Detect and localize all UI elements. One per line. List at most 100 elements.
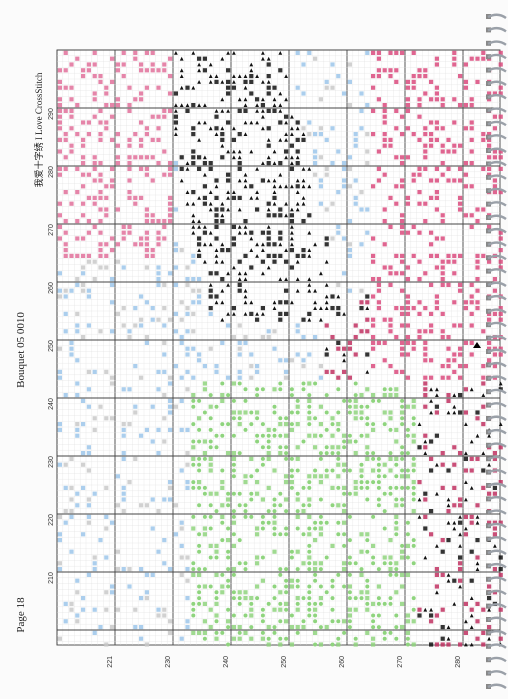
stitch [260,578,265,583]
stitch [324,85,329,90]
stitch [336,427,341,432]
stitch [318,561,323,566]
stitch [197,572,202,577]
pattern-frame [56,49,501,646]
stitch [110,282,115,287]
stitch [202,601,207,606]
stitch [498,352,503,357]
stitch [249,300,254,305]
stitch [492,288,497,293]
stitch [237,149,242,154]
stitch [324,445,329,450]
stitch [63,294,68,299]
stitch [452,393,457,397]
stitch [336,294,341,299]
stitch [208,161,213,166]
stitch [295,456,300,461]
stitch [220,213,225,218]
stitch [365,422,370,427]
stitch [278,532,283,537]
stitch [63,155,68,160]
stitch [63,190,68,195]
stitch [115,155,120,160]
stitch [307,398,312,403]
stitch [347,538,352,543]
stitch [336,190,341,195]
stitch [191,103,196,108]
stitch [92,561,97,566]
stitch [336,503,341,508]
stitch [266,207,271,212]
stitch [347,572,352,577]
page-number: Page 18 [15,597,27,633]
stitch [394,485,399,490]
stitch [243,590,248,595]
binding-ring [487,53,507,60]
stitch [284,300,289,305]
stitch [197,480,202,485]
stitch [81,271,86,276]
stitch [237,271,242,276]
stitch [104,642,109,647]
stitch [394,427,399,432]
stitch [330,306,335,311]
stitch [214,114,219,119]
stitch [376,456,381,461]
stitch [371,427,376,432]
stitch [69,201,74,206]
stitch [208,439,213,444]
stitch [278,236,283,241]
stitch [313,526,318,531]
column-label: 260 [339,656,346,668]
stitch [232,155,236,160]
stitch [365,451,370,456]
stitch [318,364,323,369]
stitch [394,561,399,566]
stitch [464,422,468,426]
stitch [272,149,277,154]
stitch [260,520,265,525]
stitch [214,248,219,252]
stitch [394,497,399,502]
stitch [347,514,352,519]
stitch [330,369,335,374]
stitch [353,416,358,421]
stitch [423,219,428,224]
stitch [202,514,207,519]
stitch [197,532,202,537]
binding-ring [487,13,507,19]
stitch [452,271,457,276]
stitch [336,311,341,316]
stitch [243,561,248,566]
stitch [63,230,68,235]
stitch [324,294,329,299]
stitch [255,480,260,485]
stitch [475,515,480,519]
stitch [469,387,474,392]
stitch [394,590,399,595]
stitch [81,485,86,490]
stitch [463,306,468,311]
stitch [208,346,213,351]
stitch [365,230,370,235]
stitch [156,114,161,119]
stitch [179,572,184,577]
stitch [475,416,480,421]
stitch [278,491,283,496]
row-label: 230 [48,456,55,468]
stitch [469,352,474,357]
stitch [121,433,126,438]
stitch [133,323,138,328]
stitch [371,555,376,560]
stitch [359,306,364,311]
stitch [162,416,167,421]
stitch [284,532,289,537]
binding-ring [487,335,507,341]
stitch [278,68,283,73]
stitch [469,311,474,316]
stitch [423,68,428,73]
stitch [342,312,346,316]
stitch [336,340,341,345]
stitch [405,451,410,456]
stitch [347,439,352,444]
